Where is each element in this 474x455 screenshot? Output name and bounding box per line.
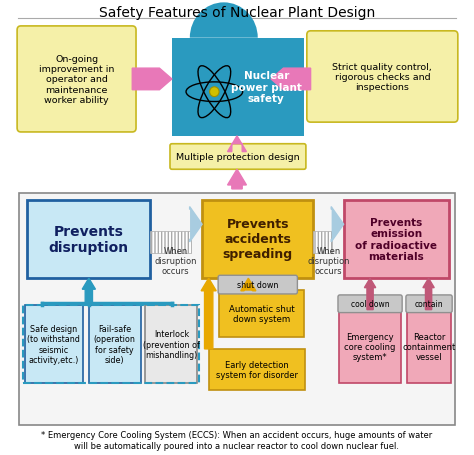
Bar [19,193,455,425]
Bar [25,305,83,384]
Bar [150,232,191,253]
Text: Strict quality control,
rigorous checks and
inspections: Strict quality control, rigorous checks … [332,62,432,92]
FancyBboxPatch shape [218,276,297,294]
FancyBboxPatch shape [338,295,402,313]
FancyArrow shape [228,136,246,152]
FancyArrow shape [423,278,434,310]
Text: Safe design
(to withstand
seismic
activity,etc.): Safe design (to withstand seismic activi… [27,324,81,364]
Text: When
disruption
occurs: When disruption occurs [155,246,197,276]
FancyArrow shape [201,278,216,349]
FancyArrow shape [228,170,246,189]
Bar [27,200,150,278]
Text: Multiple protection design: Multiple protection design [176,153,300,162]
Circle shape [210,88,219,97]
Text: Prevents
emission
of radioactive
materials: Prevents emission of radioactive materia… [356,217,438,262]
Text: * Emergency Core Cooling System (ECCS): When an accident occurs, huge amounts of: * Emergency Core Cooling System (ECCS): … [41,430,433,450]
FancyBboxPatch shape [17,27,136,133]
FancyBboxPatch shape [406,295,452,313]
Bar [146,305,197,384]
FancyBboxPatch shape [307,32,458,123]
Bar [209,349,305,390]
Bar [172,39,304,136]
Text: Automatic shut
down system: Automatic shut down system [228,304,294,324]
FancyBboxPatch shape [170,144,306,170]
Text: Interlock
(prevention of
mishandling): Interlock (prevention of mishandling) [143,329,200,359]
FancyArrow shape [190,207,202,243]
Text: Prevents
accidents
spreading: Prevents accidents spreading [223,218,293,261]
FancyArrow shape [82,278,95,303]
FancyArrow shape [271,69,310,91]
FancyArrow shape [331,207,344,243]
Text: Early detection
system for disorder: Early detection system for disorder [216,360,298,379]
Bar [339,310,401,384]
Bar [407,310,451,384]
Text: Safety Features of Nuclear Plant Design: Safety Features of Nuclear Plant Design [99,6,375,20]
Bar [23,305,199,384]
Text: contain: contain [414,299,443,308]
Bar [89,305,141,384]
Text: When
disruption
occurs: When disruption occurs [307,246,350,276]
Text: shut down: shut down [237,280,278,289]
Bar [202,200,313,278]
FancyArrow shape [132,69,172,91]
FancyArrow shape [365,278,376,310]
Text: Emergency
core cooling
system*: Emergency core cooling system* [345,332,396,362]
Bar [344,200,449,278]
Text: Prevents
disruption: Prevents disruption [49,224,129,254]
Text: Nuclear
power plant
safety: Nuclear power plant safety [231,71,301,104]
Wedge shape [190,3,258,39]
Text: Reactor
containment
vessel: Reactor containment vessel [402,332,456,362]
FancyArrow shape [241,278,256,291]
Text: cool down: cool down [351,299,389,308]
Bar [219,290,304,338]
Text: Fail-safe
(operation
for safety
side): Fail-safe (operation for safety side) [94,324,136,364]
Text: On-going
improvement in
operator and
maintenance
worker ability: On-going improvement in operator and mai… [39,55,114,105]
Bar [313,232,332,253]
